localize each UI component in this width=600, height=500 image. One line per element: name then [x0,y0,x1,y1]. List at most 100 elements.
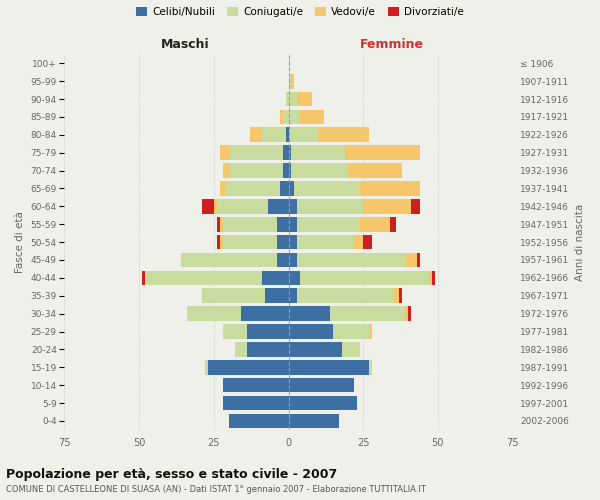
Bar [390,217,396,232]
Text: Maschi: Maschi [161,38,210,51]
Bar [289,396,357,410]
Bar [235,342,247,356]
Bar [363,199,411,214]
Bar [345,146,420,160]
Bar [283,146,289,160]
Bar [292,163,348,178]
Bar [292,146,345,160]
Bar [289,110,301,124]
Bar [360,181,420,196]
Bar [250,128,262,142]
Bar [348,163,402,178]
Bar [408,306,411,321]
Text: COMUNE DI CASTELLEONE DI SUASA (AN) - Dati ISTAT 1° gennaio 2007 - Elaborazione : COMUNE DI CASTELLEONE DI SUASA (AN) - Da… [6,485,426,494]
Bar [286,92,289,106]
Bar [289,163,292,178]
Bar [289,360,369,374]
Bar [399,288,402,303]
Bar [289,181,295,196]
Bar [145,270,262,285]
Bar [289,217,298,232]
Bar [283,110,289,124]
Bar [220,181,226,196]
Bar [289,306,331,321]
Bar [429,270,432,285]
Bar [298,217,360,232]
Bar [405,252,417,268]
Bar [202,199,214,214]
Bar [369,324,372,339]
Bar [277,235,289,250]
Bar [289,270,301,285]
Bar [268,199,289,214]
Bar [301,270,429,285]
Bar [331,306,405,321]
Bar [229,163,283,178]
Bar [223,324,247,339]
Bar [298,92,313,106]
Bar [411,199,420,214]
Bar [334,324,369,339]
Y-axis label: Fasce di età: Fasce di età [15,211,25,273]
Bar [220,217,223,232]
Bar [265,288,289,303]
Bar [289,288,298,303]
Bar [181,252,277,268]
Bar [226,181,280,196]
Bar [223,163,229,178]
Bar [223,396,289,410]
Bar [289,199,298,214]
Bar [298,288,393,303]
Bar [220,235,223,250]
Bar [369,360,372,374]
Bar [223,217,277,232]
Bar [301,110,325,124]
Bar [247,324,289,339]
Bar [286,128,289,142]
Bar [277,217,289,232]
Bar [142,270,145,285]
Bar [217,199,268,214]
Text: Popolazione per età, sesso e stato civile - 2007: Popolazione per età, sesso e stato civil… [6,468,337,481]
Bar [214,199,217,214]
Bar [262,270,289,285]
Bar [229,414,289,428]
Bar [205,360,208,374]
Bar [354,235,363,250]
Text: Femmine: Femmine [359,38,424,51]
Bar [393,288,399,303]
Bar [405,306,408,321]
Bar [292,74,295,88]
Bar [417,252,420,268]
Bar [298,235,354,250]
Bar [289,378,354,392]
Y-axis label: Anni di nascita: Anni di nascita [575,204,585,281]
Bar [298,199,363,214]
Bar [289,146,292,160]
Bar [223,235,277,250]
Bar [247,342,289,356]
Bar [295,181,360,196]
Bar [208,360,289,374]
Bar [241,306,289,321]
Legend: Celibi/Nubili, Coniugati/e, Vedovi/e, Divorziati/e: Celibi/Nubili, Coniugati/e, Vedovi/e, Di… [132,2,468,21]
Bar [217,235,220,250]
Bar [289,252,298,268]
Bar [363,235,372,250]
Bar [360,217,390,232]
Bar [298,252,405,268]
Bar [283,163,289,178]
Bar [223,378,289,392]
Bar [262,128,286,142]
Bar [289,235,298,250]
Bar [187,306,241,321]
Bar [229,146,283,160]
Bar [289,92,298,106]
Bar [217,217,220,232]
Bar [342,342,360,356]
Bar [432,270,435,285]
Bar [289,74,292,88]
Bar [277,252,289,268]
Bar [289,128,319,142]
Bar [289,324,334,339]
